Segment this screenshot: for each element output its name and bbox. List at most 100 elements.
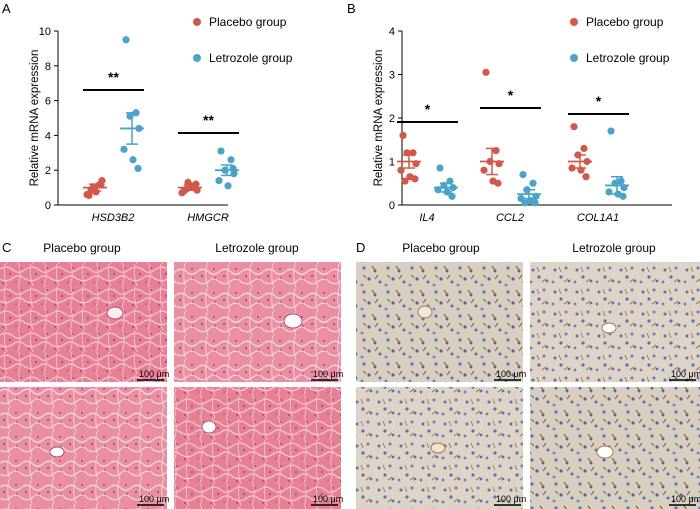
data-point	[582, 173, 590, 181]
x-category-label: CCL2	[496, 212, 524, 224]
significance-marker: *	[508, 87, 514, 103]
legend-letrozole-dot	[193, 54, 201, 62]
panel-c-letrozole-heading: Letrozole group	[215, 241, 299, 255]
he-placebo-top-image	[0, 262, 167, 382]
ihc-placebo-top-image	[356, 262, 523, 382]
significance-marker: *	[425, 101, 431, 117]
chart-b: 0 1 2 3 4 Relative mRNA expression IL4 * CCL2 * CO…	[373, 26, 672, 224]
legend-placebo-label: Placebo group	[209, 15, 287, 29]
panel-d-placebo-heading: Placebo group	[402, 241, 480, 255]
data-point	[607, 127, 615, 135]
y-tick-label: 2	[389, 113, 395, 125]
panel-letter-c: C	[2, 240, 11, 255]
scale-bar: 100 μm	[137, 494, 169, 506]
data-point	[122, 36, 130, 44]
data-point	[192, 180, 200, 188]
legend-placebo-dot	[570, 18, 578, 26]
data-point	[617, 177, 625, 185]
scale-bar-label: 100 μm	[496, 494, 526, 504]
scale-bar: 100 μm	[669, 369, 700, 381]
he-letrozole-bottom-image	[174, 387, 341, 509]
y-tick-label: 8	[45, 61, 51, 73]
panel-letter-b: B	[347, 1, 356, 16]
y-tick-label: 6	[45, 96, 51, 108]
data-point	[494, 179, 502, 187]
panel-c-placebo-heading: Placebo group	[43, 241, 121, 255]
data-point	[120, 145, 128, 153]
significance-marker: **	[108, 69, 119, 85]
legend-b: Placebo group Letrozole group	[570, 15, 670, 65]
scale-bar: 100 μm	[494, 494, 526, 506]
ihc-letrozole-top-image	[530, 262, 700, 382]
data-point	[529, 179, 537, 187]
he-vessel	[283, 313, 303, 329]
panel-letter-d: D	[356, 240, 365, 255]
x-category-label: COL1A1	[577, 212, 619, 224]
chart-a: 0 2 4 6 8 10 Relative mRNA expression HSD3B2 ** H…	[29, 26, 239, 224]
data-point	[521, 199, 529, 207]
scale-bar: 100 μm	[311, 494, 343, 506]
y-axis-label: Relative mRNA expression	[373, 50, 385, 187]
y-tick-label: 1	[389, 157, 395, 169]
legend-a: Placebo group Letrozole group	[193, 15, 293, 65]
panel-d-images: Placebo group Letrozole group 100 μm 100…	[356, 241, 700, 509]
data-point	[568, 164, 576, 172]
panel-letter-a: A	[2, 1, 11, 16]
he-vessel	[49, 446, 65, 458]
data-point	[448, 192, 456, 200]
he-letrozole-top-image	[174, 262, 341, 382]
legend-placebo-label: Placebo group	[586, 15, 664, 29]
data-point	[519, 170, 527, 179]
data-point	[580, 144, 588, 153]
data-point	[217, 147, 225, 155]
legend-letrozole-label: Letrozole group	[209, 51, 293, 65]
data-point	[129, 156, 137, 164]
data-point	[531, 199, 539, 207]
y-tick-label: 10	[39, 26, 51, 38]
he-placebo-bottom-image	[0, 387, 167, 509]
ihc-vessel	[596, 445, 614, 459]
scale-bar-label: 100 μm	[671, 494, 700, 504]
he-vessel	[201, 420, 217, 434]
data-point	[227, 156, 235, 164]
y-tick-label: 4	[389, 26, 395, 38]
scale-bar-label: 100 μm	[313, 494, 343, 504]
data-point	[605, 188, 613, 196]
y-tick-label: 4	[45, 130, 51, 142]
ihc-vessel	[430, 442, 446, 454]
panel-d-letrozole-heading: Letrozole group	[572, 241, 656, 255]
data-point	[134, 164, 142, 173]
significance-marker: *	[596, 93, 602, 109]
y-tick-label: 3	[389, 70, 395, 82]
data-point	[436, 164, 444, 172]
data-point	[399, 131, 407, 139]
ihc-vessel	[417, 305, 433, 319]
scale-bar-label: 100 μm	[496, 369, 526, 379]
data-point	[570, 123, 578, 131]
data-point	[397, 166, 405, 174]
scale-bar-label: 100 μm	[139, 494, 169, 504]
he-vessel	[106, 306, 124, 320]
x-category-label: HMGCR	[187, 212, 229, 224]
legend-placebo-dot	[193, 18, 201, 26]
data-point	[401, 177, 409, 185]
scale-bar-label: 100 μm	[671, 369, 700, 379]
data-point	[224, 182, 232, 190]
ihc-vessel	[601, 322, 617, 334]
x-category-label: HSD3B2	[92, 212, 135, 224]
legend-letrozole-label: Letrozole group	[586, 51, 670, 65]
data-point	[411, 175, 419, 183]
y-tick-label: 0	[45, 200, 51, 212]
x-category-label: IL4	[419, 212, 434, 224]
scale-bar-label: 100 μm	[139, 369, 169, 379]
scale-bar: 100 μm	[494, 369, 526, 381]
y-tick-label: 2	[45, 165, 51, 177]
y-tick-label: 0	[389, 200, 395, 212]
scale-bar-label: 100 μm	[313, 369, 343, 379]
significance-marker: **	[203, 112, 214, 128]
data-point	[480, 166, 488, 174]
data-point	[482, 68, 490, 76]
legend-letrozole-dot	[570, 54, 578, 62]
scale-bar: 100 μm	[311, 369, 343, 381]
